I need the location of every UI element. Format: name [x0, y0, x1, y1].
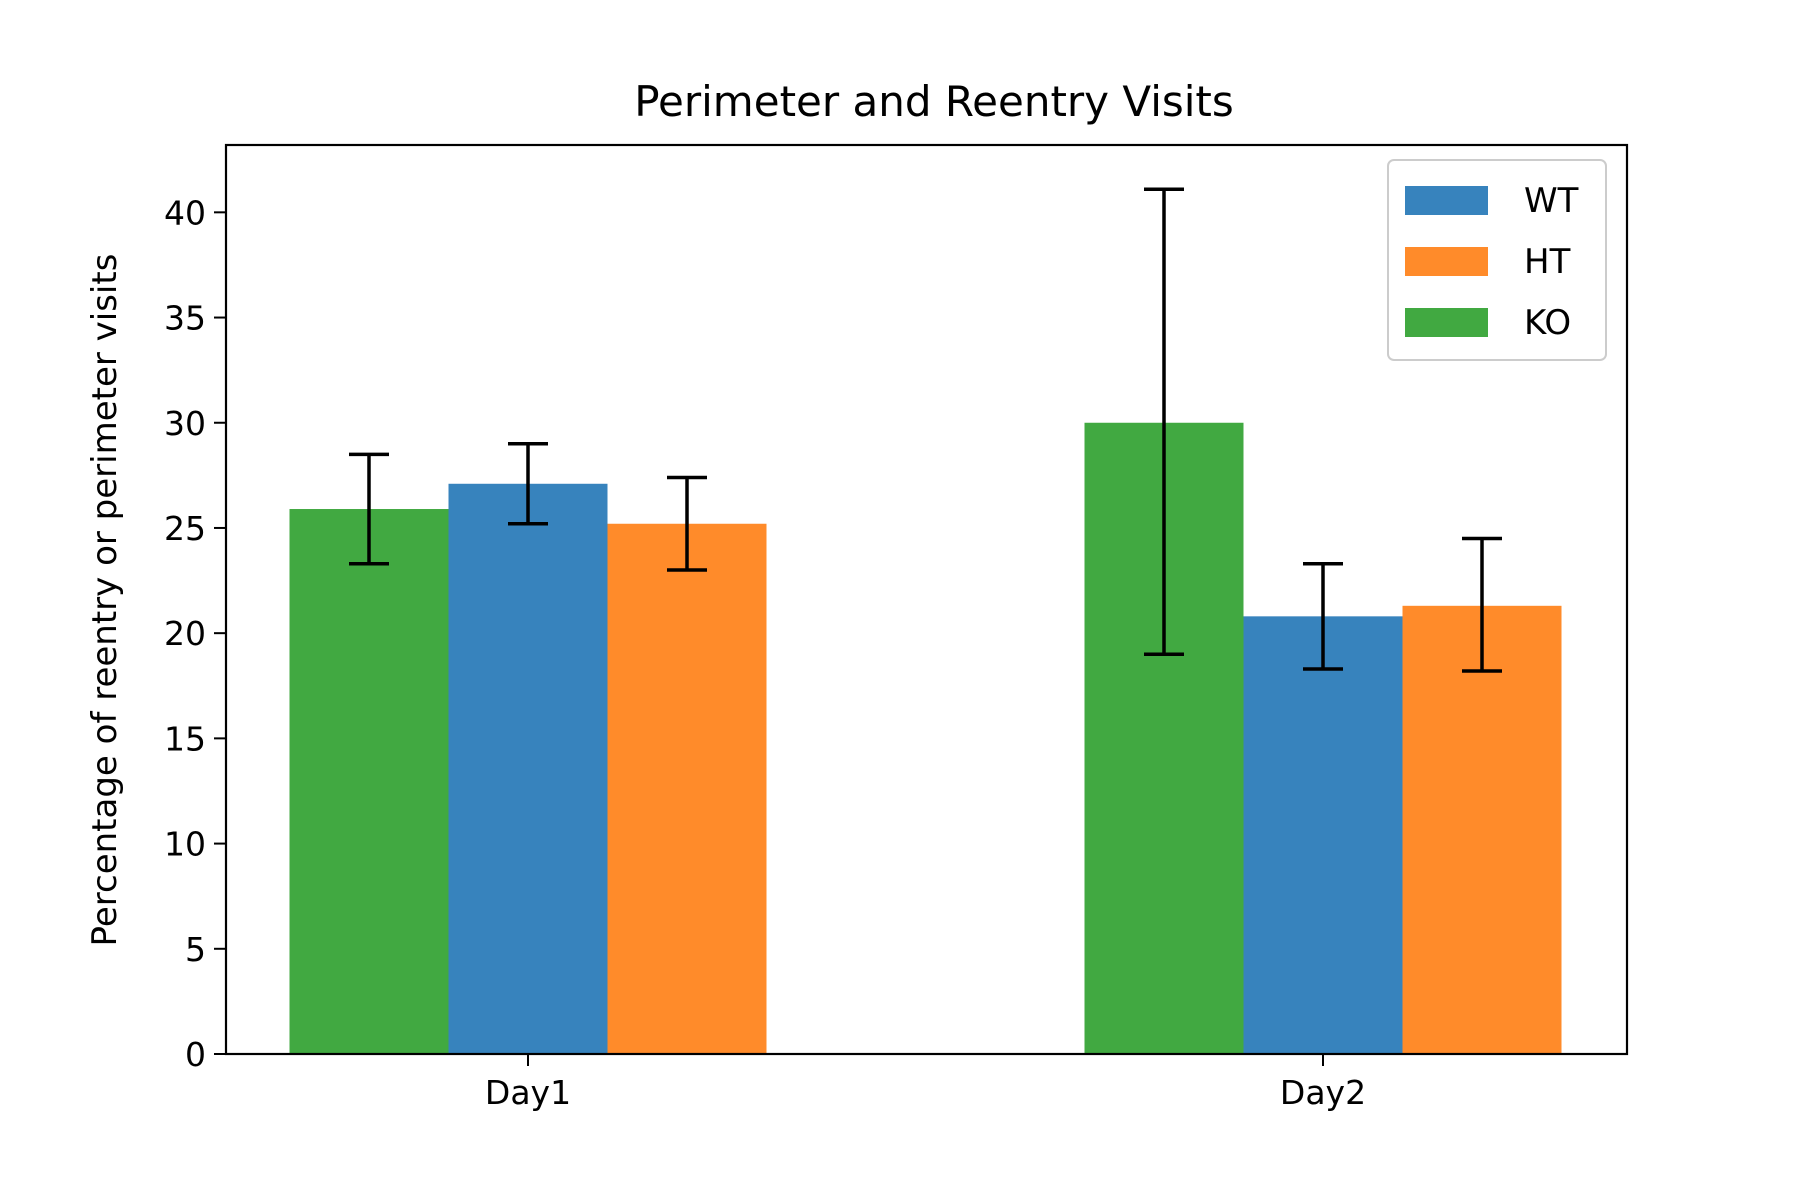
y-tick-label: 35	[164, 299, 206, 338]
bar-ht-day2	[1402, 605, 1562, 1054]
plot-frame	[224, 143, 1629, 1056]
error-bar-ko-day1	[349, 452, 389, 566]
error-bar-wt-day1	[508, 442, 548, 526]
y-tick-label: 20	[164, 614, 206, 653]
error-bar-ht-day2	[1462, 536, 1502, 673]
x-tick-label-day2: Day2	[1280, 1073, 1366, 1112]
x-tick-label-day1: Day1	[485, 1073, 571, 1112]
bar-wt-day2	[1243, 616, 1403, 1054]
legend-label-ko: KO	[1524, 303, 1571, 343]
x-axis-ticks: Day1 Day2	[485, 1054, 1366, 1112]
y-tick-label: 15	[164, 719, 206, 758]
legend-swatch-ko	[1405, 308, 1488, 337]
y-axis-ticks: 0 5 10 15 20 25 30 35 40	[164, 193, 226, 1074]
legend-swatch-wt	[1405, 186, 1488, 215]
y-tick-label: 5	[185, 930, 206, 969]
legend-swatch-ht	[1405, 247, 1488, 276]
chart-title: Perimeter and Reentry Visits	[634, 77, 1234, 126]
y-tick-label: 0	[185, 1035, 206, 1074]
legend-label-ht: HT	[1524, 242, 1571, 282]
y-tick-label: 30	[164, 404, 206, 443]
bar-wt-day1	[448, 483, 608, 1054]
error-bars-layer	[349, 187, 1502, 673]
error-bar-ko-day2	[1144, 187, 1184, 656]
y-axis-label: Percentage of reentry or perimeter visit…	[85, 254, 125, 947]
bar-ko-day1	[289, 509, 449, 1054]
y-tick-label: 10	[164, 825, 206, 864]
legend-label-wt: WT	[1524, 181, 1579, 221]
error-bar-wt-day2	[1303, 561, 1343, 671]
y-tick-label: 40	[164, 193, 206, 232]
y-tick-label: 25	[164, 509, 206, 548]
error-bar-ht-day1	[667, 475, 707, 572]
bars-layer	[289, 422, 1562, 1054]
bar-ht-day1	[607, 523, 767, 1054]
legend: WT HT KO	[1387, 159, 1607, 361]
